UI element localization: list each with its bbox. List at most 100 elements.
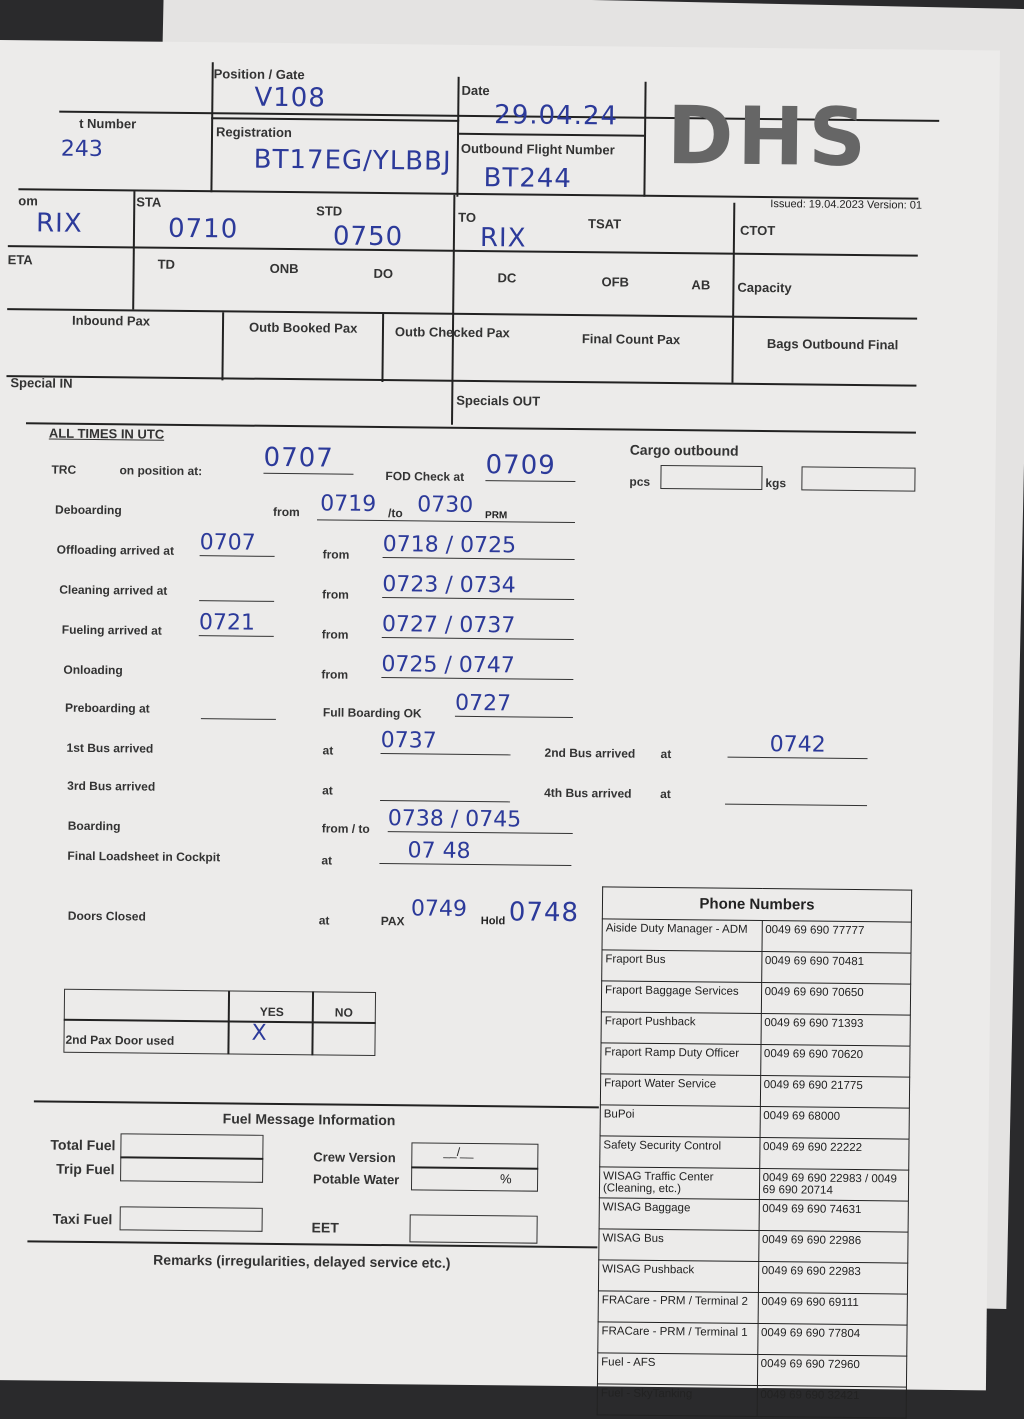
phone-row: WISAG Traffic Center (Cleaning, etc.) 004… xyxy=(599,1166,909,1202)
at-label: at xyxy=(318,913,330,928)
outb-booked-pax-label: Outb Booked Pax xyxy=(248,319,358,336)
phone-number: 0049 69 690 77777 xyxy=(761,920,912,954)
bus2-value: 0742 xyxy=(727,731,868,760)
dhs-logo: DHS xyxy=(666,88,871,185)
yes-checkbox-mark[interactable]: X xyxy=(251,1020,267,1046)
flight-number-value: 243 xyxy=(60,136,103,163)
bags-outbound-final-label: Bags Outbound Final xyxy=(766,336,899,353)
registration-label: Registration xyxy=(215,124,292,141)
taxi-fuel-field[interactable] xyxy=(119,1206,263,1232)
issued-version: Issued: 19.04.2023 Version: 01 xyxy=(770,198,923,212)
no-label: NO xyxy=(334,1005,353,1020)
taxi-fuel-label: Taxi Fuel xyxy=(52,1210,113,1228)
phone-row: WISAG Bus 0049 69 690 22986 xyxy=(598,1228,909,1264)
bus4-label: 4th Bus arrived xyxy=(544,785,632,801)
trip-fuel-label: Trip Fuel xyxy=(56,1160,115,1178)
remarks-label[interactable]: Remarks (irregularities, delayed service… xyxy=(153,1251,451,1271)
phone-row: Safety Security Control 0049 69 690 22222 xyxy=(599,1135,910,1171)
to-label: TO xyxy=(458,209,477,225)
full-boarding-label: Full Boarding OK xyxy=(322,705,422,721)
bus1-label: 1st Bus arrived xyxy=(66,740,154,756)
to-label: /to xyxy=(387,506,403,521)
do-label: DO xyxy=(373,265,394,282)
position-label: Position / Gate xyxy=(213,66,305,83)
hold-doors-value: 0748 xyxy=(508,897,580,929)
bus3-label: 3rd Bus arrived xyxy=(67,778,156,794)
sta-value: 0710 xyxy=(167,213,239,245)
times-heading: ALL TIMES IN UTC xyxy=(48,425,165,442)
kgs-field[interactable] xyxy=(801,466,916,492)
prm-label: PRM xyxy=(484,510,508,522)
outb-checked-pax-label: Outb Checked Pax xyxy=(394,324,510,341)
full-boarding-value: 0727 xyxy=(454,690,574,719)
eta-label: ETA xyxy=(7,252,33,268)
outbound-label: Outbound Flight Number xyxy=(460,140,615,158)
capacity-label: Capacity xyxy=(737,279,792,296)
phone-row: Aiside Duty Manager - ADM 0049 69 690 777… xyxy=(602,918,912,954)
phone-heading: Phone Numbers xyxy=(602,886,912,923)
doors-closed-label: Doors Closed xyxy=(67,908,146,924)
pax-label: PAX xyxy=(380,914,405,929)
phone-name: WISAG Traffic Center (Cleaning, etc.) xyxy=(599,1166,760,1200)
fueling-label: Fueling arrived at xyxy=(61,622,162,638)
phone-row: Fraport Water Service 0049 69 690 21775 xyxy=(600,1073,910,1109)
onb-label: ONB xyxy=(269,260,299,277)
yes-label: YES xyxy=(259,1004,284,1020)
phone-row: FRACare - PRM / Terminal 2 0049 69 690 69… xyxy=(598,1290,908,1326)
offloading-value: 0707 xyxy=(199,530,275,557)
phone-number: 0049 69 68000 xyxy=(759,1106,910,1140)
ab-label: AB xyxy=(691,277,711,293)
ofb-label: OFB xyxy=(601,274,630,290)
deboarding-from-value: 0719 xyxy=(320,491,377,517)
phone-number: 0049 69 690 71393 xyxy=(760,1013,911,1047)
on-position-label: on position at: xyxy=(119,463,203,479)
td-label: TD xyxy=(157,256,176,272)
phone-row: Fuel - AFS 0049 69 690 72960 xyxy=(597,1352,907,1388)
phone-row: Fraport Baggage Services 0049 69 690 7065… xyxy=(601,980,911,1016)
phone-number: 0049 69 690 21775 xyxy=(759,1075,910,1109)
inbound-pax-label: Inbound Pax xyxy=(71,312,151,329)
crew-version-value: __/__ xyxy=(443,1144,474,1160)
phone-row: FRACare - PRM / Terminal 1 0049 69 690 77… xyxy=(597,1321,908,1357)
specials-out-label: Specials OUT xyxy=(456,392,541,409)
pax-door-label: 2nd Pax Door used xyxy=(65,1032,175,1048)
crew-version-label: Crew Version xyxy=(313,1149,396,1166)
phone-number: 0049 69 690 22983 xyxy=(757,1261,908,1295)
from-label: from xyxy=(321,627,349,642)
pcs-field[interactable] xyxy=(660,464,763,491)
phone-number: 0049 69 690 77804 xyxy=(757,1323,908,1357)
fueling-value: 0721 xyxy=(198,610,275,637)
hold-label: Hold xyxy=(480,915,506,928)
phone-row: WISAG Pushback 0049 69 690 22983 xyxy=(598,1259,908,1295)
phone-name: Fraport Pushback xyxy=(601,1011,761,1045)
cargo-heading: Cargo outbound xyxy=(629,441,739,459)
phone-number: 0049 69 690 70481 xyxy=(761,951,911,985)
phone-number: 0049 69 690 32421 xyxy=(756,1385,907,1419)
phone-number: 0049 69 690 22983 / 0049 69 690 20714 xyxy=(758,1168,909,1202)
from-to-label: from / to xyxy=(321,821,370,836)
ground-handling-form: t Number 243 Position / Gate V108 Regist… xyxy=(0,40,1000,1419)
boarding-label: Boarding xyxy=(67,818,121,834)
std-value: 0750 xyxy=(332,221,404,253)
phone-name: WISAG Baggage xyxy=(599,1197,759,1231)
phone-name: FRACare - PRM / Terminal 2 xyxy=(598,1290,758,1324)
phone-name: Fuel - AFS xyxy=(597,1352,758,1386)
offloading-label: Offloading arrived at xyxy=(56,542,175,558)
to-value: RIX xyxy=(479,223,527,254)
phone-row: Fraport Bus 0049 69 690 70481 xyxy=(601,949,911,985)
phone-row: WISAG Baggage 0049 69 690 74631 xyxy=(599,1197,909,1233)
special-in-label: Special IN xyxy=(10,375,73,391)
from-label: from xyxy=(322,547,350,562)
phone-name: Aiside Duty Manager - ADM xyxy=(602,918,762,952)
fuel-heading: Fuel Message Information xyxy=(222,1110,396,1129)
trc-label: TRC xyxy=(51,462,77,477)
phone-name: Fraport Bus xyxy=(601,949,762,983)
phone-numbers-table: Phone Numbers Aiside Duty Manager - ADM 0… xyxy=(597,886,913,1419)
phone-number: 0049 69 690 72960 xyxy=(756,1354,907,1388)
percent-sign: % xyxy=(500,1171,512,1187)
eet-field[interactable] xyxy=(409,1214,538,1244)
fod-label: FOD Check at xyxy=(385,469,465,484)
phone-number: 0049 69 690 69111 xyxy=(757,1292,908,1326)
cleaning-label: Cleaning arrived at xyxy=(59,582,168,598)
from-label: om xyxy=(18,193,38,209)
